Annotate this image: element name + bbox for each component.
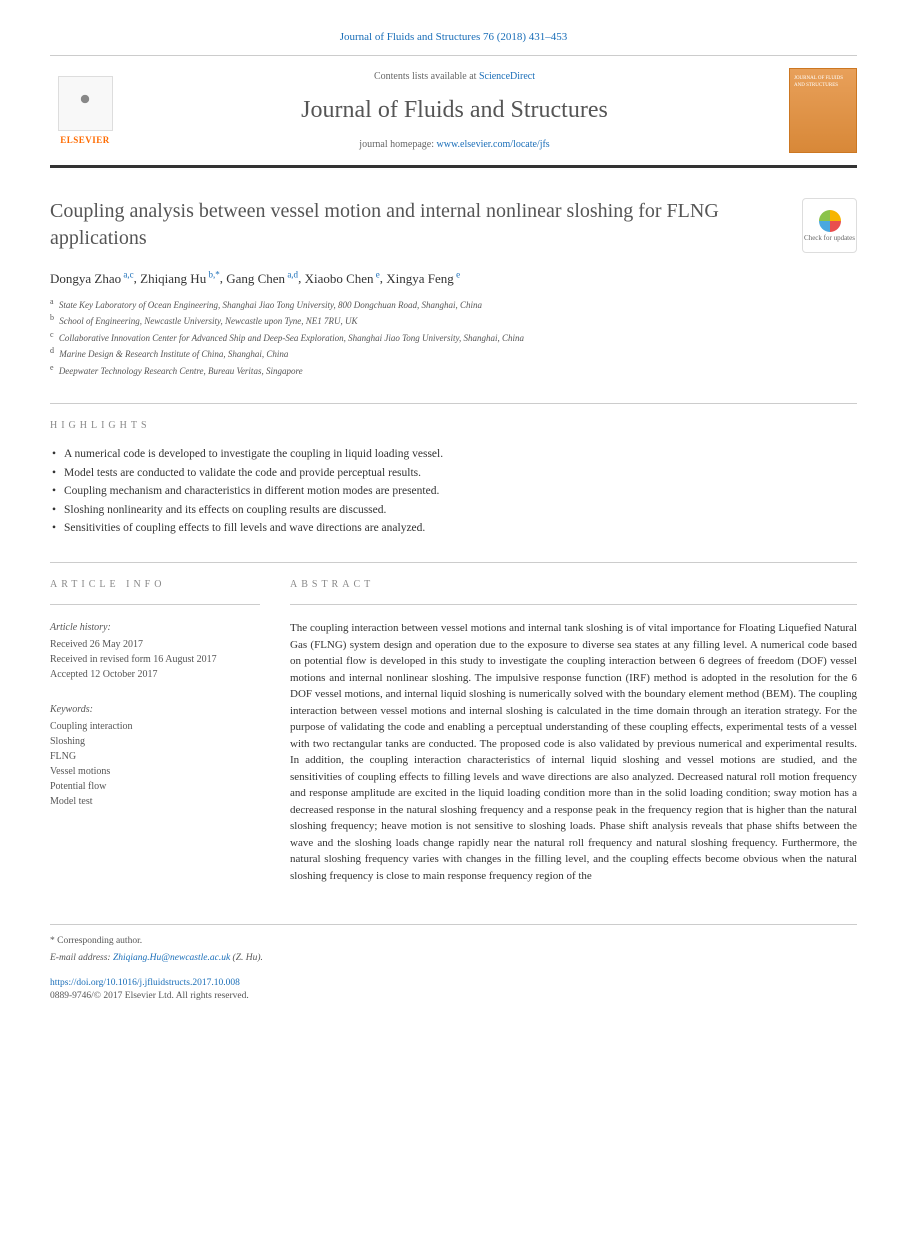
email-line: E-mail address: Zhiqiang.Hu@newcastle.ac… (50, 952, 857, 965)
accepted-date: Accepted 12 October 2017 (50, 667, 260, 682)
keyword: Coupling interaction (50, 719, 260, 734)
contents-prefix: Contents lists available at (374, 71, 479, 82)
author-link[interactable]: Zhiqiang Hu (140, 271, 206, 286)
article-info-column: ARTICLE INFO Article history: Received 2… (50, 578, 260, 884)
received-date: Received 26 May 2017 (50, 637, 260, 652)
author: Gang Chen a,d (226, 271, 298, 286)
highlights-list: A numerical code is developed to investi… (50, 445, 857, 537)
divider (50, 562, 857, 563)
article-info-label: ARTICLE INFO (50, 578, 260, 592)
author-affil-sup: e (454, 269, 460, 279)
author-affil-sup: a,c (121, 269, 134, 279)
author: Zhiqiang Hu b,* (140, 271, 220, 286)
keyword: Vessel motions (50, 764, 260, 779)
author: Xiaobo Chen e (305, 271, 380, 286)
page-footer: * Corresponding author. E-mail address: … (50, 924, 857, 1003)
affiliation: e Deepwater Technology Research Centre, … (50, 362, 857, 379)
header-center: Contents lists available at ScienceDirec… (138, 70, 771, 152)
elsevier-logo[interactable]: ELSEVIER (50, 68, 120, 153)
author-affil-sup: e (374, 269, 380, 279)
journal-cover-thumbnail[interactable]: JOURNAL OF FLUIDS AND STRUCTURES (789, 68, 857, 153)
highlights-label: HIGHLIGHTS (50, 419, 857, 433)
elsevier-label: ELSEVIER (60, 134, 110, 147)
affiliation: b School of Engineering, Newcastle Unive… (50, 312, 857, 329)
keyword: Sloshing (50, 734, 260, 749)
author-link[interactable]: Gang Chen (226, 271, 285, 286)
author-link[interactable]: Xiaobo Chen (305, 271, 374, 286)
divider (50, 604, 260, 605)
homepage-link[interactable]: www.elsevier.com/locate/jfs (437, 139, 550, 150)
affil-sup: b (50, 313, 54, 322)
journal-name: Journal of Fluids and Structures (138, 94, 771, 128)
highlight-item: Model tests are conducted to validate th… (50, 464, 857, 482)
author-link[interactable]: Dongya Zhao (50, 271, 121, 286)
homepage-line: journal homepage: www.elsevier.com/locat… (138, 138, 771, 152)
author-affil-sup: b,* (206, 269, 220, 279)
abstract-column: ABSTRACT The coupling interaction betwee… (290, 578, 857, 884)
keywords-block: Keywords: Coupling interactionSloshingFL… (50, 702, 260, 809)
affil-sup: e (50, 363, 54, 372)
crossmark-icon (819, 210, 841, 232)
affiliation: d Marine Design & Research Institute of … (50, 345, 857, 362)
abstract-label: ABSTRACT (290, 578, 857, 592)
highlight-item: A numerical code is developed to investi… (50, 445, 857, 463)
divider (50, 403, 857, 404)
info-abstract-row: ARTICLE INFO Article history: Received 2… (50, 578, 857, 884)
author-affil-sup: a,d (285, 269, 298, 279)
highlight-item: Sensitivities of coupling effects to fil… (50, 519, 857, 537)
email-link[interactable]: Zhiqiang.Hu@newcastle.ac.uk (113, 953, 230, 963)
keyword: Model test (50, 794, 260, 809)
keywords-title: Keywords: (50, 702, 260, 717)
affil-sup: d (50, 346, 54, 355)
doi-link[interactable]: https://doi.org/10.1016/j.jfluidstructs.… (50, 978, 240, 988)
check-updates-label: Check for updates (804, 235, 855, 243)
authors-list: Dongya Zhao a,c, Zhiqiang Hu b,*, Gang C… (50, 268, 857, 288)
divider (290, 604, 857, 605)
affil-sup: a (50, 297, 54, 306)
revised-date: Received in revised form 16 August 2017 (50, 652, 260, 667)
email-suffix: (Z. Hu). (230, 953, 263, 963)
keywords-list: Coupling interactionSloshingFLNGVessel m… (50, 719, 260, 809)
copyright-line: 0889-9746/© 2017 Elsevier Ltd. All right… (50, 990, 857, 1003)
author: Dongya Zhao a,c (50, 271, 134, 286)
author: Xingya Feng e (386, 271, 460, 286)
keyword: FLNG (50, 749, 260, 764)
affiliations-list: a State Key Laboratory of Ocean Engineer… (50, 296, 857, 379)
highlights-section: A numerical code is developed to investi… (50, 445, 857, 537)
affil-sup: c (50, 330, 54, 339)
keyword: Potential flow (50, 779, 260, 794)
history-title: Article history: (50, 620, 260, 635)
sciencedirect-link[interactable]: ScienceDirect (479, 71, 535, 82)
corresponding-author-note: * Corresponding author. (50, 935, 857, 948)
affiliation: c Collaborative Innovation Center for Ad… (50, 329, 857, 346)
highlight-item: Sloshing nonlinearity and its effects on… (50, 501, 857, 519)
author-link[interactable]: Xingya Feng (386, 271, 454, 286)
title-row: Coupling analysis between vessel motion … (50, 198, 857, 253)
affiliation: a State Key Laboratory of Ocean Engineer… (50, 296, 857, 313)
doi-line: https://doi.org/10.1016/j.jfluidstructs.… (50, 977, 857, 990)
homepage-prefix: journal homepage: (359, 139, 436, 150)
email-label: E-mail address: (50, 953, 113, 963)
abstract-text: The coupling interaction between vessel … (290, 620, 857, 884)
top-citation: Journal of Fluids and Structures 76 (201… (50, 30, 857, 45)
journal-header: ELSEVIER Contents lists available at Sci… (50, 55, 857, 168)
article-history: Article history: Received 26 May 2017 Re… (50, 620, 260, 682)
check-updates-button[interactable]: Check for updates (802, 198, 857, 253)
contents-line: Contents lists available at ScienceDirec… (138, 70, 771, 84)
elsevier-tree-icon (58, 76, 113, 131)
highlight-item: Coupling mechanism and characteristics i… (50, 482, 857, 500)
article-title: Coupling analysis between vessel motion … (50, 198, 782, 253)
